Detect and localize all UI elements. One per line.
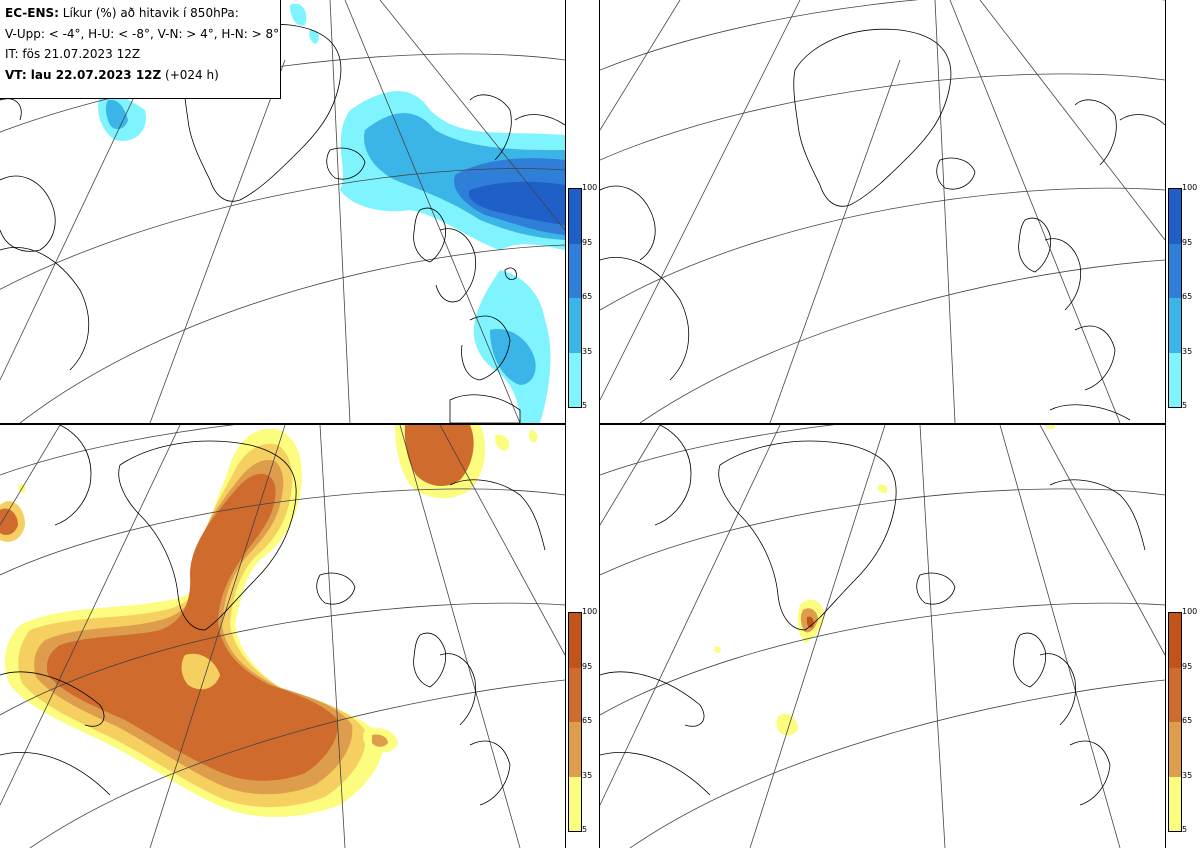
- colorbar-tick-label: 5: [1182, 825, 1188, 834]
- colorbar-segment: [1169, 721, 1181, 777]
- lead-time: (+024 h): [165, 67, 219, 82]
- colorbar-segment: [1169, 297, 1181, 353]
- info-box: EC-ENS: Líkur (%) að hitavik í 850hPa: V…: [0, 0, 281, 99]
- probability-field-warm: [714, 425, 1055, 736]
- colorbar-segment: [569, 188, 581, 244]
- valid-time: VT: lau 22.07.2023 12Z: [5, 67, 162, 82]
- colorbar-segment: [569, 667, 581, 722]
- model-name: EC-ENS:: [5, 6, 59, 20]
- divider-horizontal: [600, 423, 1165, 425]
- colorbar-tick-label: 100: [582, 183, 598, 192]
- colorbar-tick-label: 100: [1182, 607, 1198, 616]
- colorbar-tick-label: 35: [1182, 770, 1193, 780]
- map-panel-bottom-left: [0, 425, 565, 848]
- colorbar-labels: 5 35 65 95 100: [582, 608, 598, 834]
- colorbar-tick-label: 95: [1182, 661, 1193, 671]
- colorbar-tick-label: 95: [582, 237, 593, 247]
- divider-horizontal: [0, 423, 565, 425]
- map-panel-bottom-right: [600, 425, 1165, 848]
- colorbar-orange: [1168, 612, 1182, 832]
- colorbar-tick-label: 5: [582, 401, 588, 410]
- map-canvas: [0, 0, 565, 423]
- colorbar-segment: [1169, 667, 1181, 722]
- colorbar-segment: [569, 352, 581, 407]
- graticule: [0, 425, 565, 848]
- graticule: [600, 0, 1165, 423]
- divider-vertical: [1165, 0, 1166, 848]
- divider-vertical: [565, 0, 566, 848]
- colorbar-segment: [1169, 776, 1181, 831]
- map-canvas: [600, 0, 1165, 423]
- info-title-line: EC-ENS: Líkur (%) að hitavik í 850hPa:: [5, 3, 280, 24]
- colorbar-tick-label: 65: [1182, 716, 1193, 725]
- valid-time-line: VT: lau 22.07.2023 12Z (+024 h): [5, 65, 280, 86]
- initial-time: IT: fös 21.07.2023 12Z: [5, 47, 141, 61]
- colorbar-tick-label: 35: [1182, 346, 1193, 356]
- colorbar-tick-label: 65: [582, 716, 593, 725]
- colorbar-tick-label: 35: [582, 770, 593, 780]
- colorbar-segment: [1169, 243, 1181, 298]
- colorbar-orange: [568, 612, 582, 832]
- map-canvas: [0, 425, 565, 848]
- colorbar-labels: 5 35 65 95 100: [582, 184, 598, 410]
- colorbar-segment: [569, 721, 581, 777]
- colorbar-segment: [569, 612, 581, 668]
- colorbar-tick-label: 95: [582, 661, 593, 671]
- map-panel-top-left: [0, 0, 565, 423]
- colorbar-tick-label: 5: [582, 825, 588, 834]
- graticule: [600, 425, 1165, 848]
- colorbar-segment: [1169, 612, 1181, 668]
- colorbar-tick-label: 65: [582, 292, 593, 301]
- colorbar-segment: [569, 243, 581, 298]
- colorbar-segment: [1169, 352, 1181, 407]
- colorbar-tick-label: 65: [1182, 292, 1193, 301]
- colorbar-tick-label: 100: [582, 607, 598, 616]
- title-text: Líkur (%) að hitavik í 850hPa:: [62, 6, 239, 20]
- coastlines: [0, 23, 565, 423]
- colorbar-segment: [569, 297, 581, 353]
- colorbar-blue: [1168, 188, 1182, 408]
- map-canvas: [600, 425, 1165, 848]
- colorbar-segment: [1169, 188, 1181, 244]
- colorbar-tick-label: 35: [582, 346, 593, 356]
- colorbar-tick-label: 5: [1182, 401, 1188, 410]
- divider-vertical: [599, 0, 600, 848]
- map-panel-top-right: [600, 0, 1165, 423]
- colorbar-labels: 5 35 65 95 100: [1182, 608, 1198, 834]
- colorbar-tick-label: 100: [1182, 183, 1198, 192]
- colorbar-segment: [569, 776, 581, 831]
- colorbar-tick-label: 95: [1182, 237, 1193, 247]
- probability-field-warm: [0, 425, 538, 817]
- colorbar-labels: 5 35 65 95 100: [1182, 184, 1198, 410]
- colorbar-blue: [568, 188, 582, 408]
- coastlines: [600, 28, 1165, 421]
- coastlines: [600, 425, 1146, 806]
- coastlines: [0, 425, 546, 806]
- legend-definition: V-Upp: < -4°, H-U: < -8°, V-N: > 4°, H-N…: [5, 26, 280, 41]
